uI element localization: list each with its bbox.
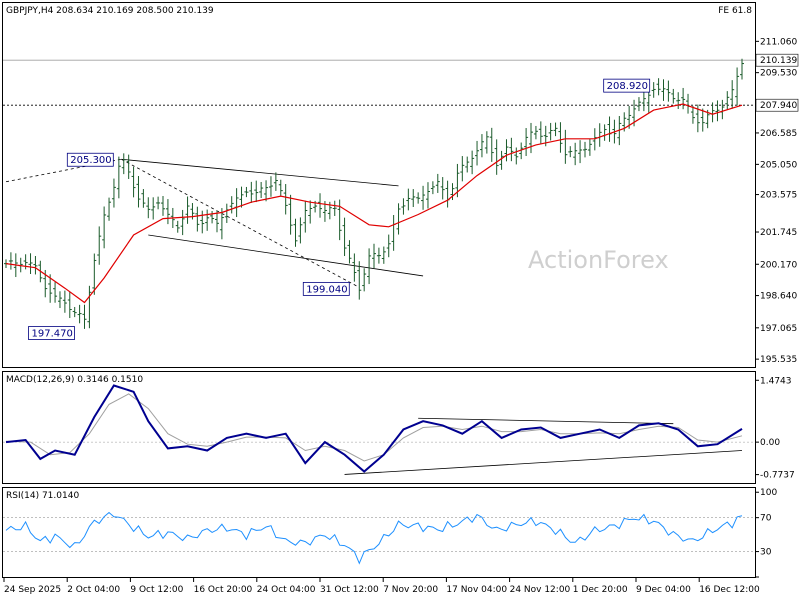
price-tag-label: 210.139 xyxy=(760,56,797,66)
price-trendline xyxy=(148,234,424,277)
price-panel-info: GBPJPY,H4 208.634 210.169 208.500 210.13… xyxy=(6,6,214,16)
x-tick-label: 9 Oct 12:00 xyxy=(130,585,183,595)
price-tick-label: 197.065 xyxy=(760,324,797,334)
panel-borders xyxy=(2,2,756,578)
x-tick-label: 16 Dec 12:00 xyxy=(699,585,760,595)
rsi-line xyxy=(5,511,743,565)
price-layer: 211.060209.530208.060206.585205.050203.5… xyxy=(3,37,799,365)
rsi-tick-label: 100 xyxy=(760,488,777,498)
price-tag-box xyxy=(755,98,799,112)
rsi-tick-label: 30 xyxy=(760,548,772,558)
x-tick-label: 24 Sep 2025 xyxy=(4,585,61,595)
price-tick-label: 206.585 xyxy=(760,129,797,139)
price-tag-label: 207.940 xyxy=(760,101,797,111)
macd-trendline xyxy=(418,417,674,425)
x-axis: 24 Sep 2025 2 Oct 04:00 9 Oct 12:00 16 Oct … xyxy=(3,578,760,595)
price-callout-box xyxy=(603,78,651,93)
price-tick-label: 200.170 xyxy=(760,260,797,270)
price-tick-label: 211.060 xyxy=(760,37,797,47)
price-trendline xyxy=(121,158,399,187)
macd-panel-info: MACD(12,26,9) 0.3146 0.1510 xyxy=(6,375,143,385)
price-callout-label: 205.300 xyxy=(70,155,111,166)
price-callout-box xyxy=(302,281,350,296)
macd-layer: 1.4743 0.00 -0.7737 xyxy=(3,376,795,481)
x-tick-label: 9 Dec 04:00 xyxy=(636,585,691,595)
price-callout-box xyxy=(66,152,114,167)
price-callout-label: 197.470 xyxy=(32,329,73,340)
x-tick-label: 31 Oct 12:00 xyxy=(320,585,379,595)
x-tick-label: 17 Nov 04:00 xyxy=(446,585,507,595)
price-callout-label: 199.040 xyxy=(306,284,347,295)
watermark: ActionForex xyxy=(528,246,669,274)
x-tick-label: 1 Dec 20:00 xyxy=(573,585,628,595)
price-tick-label: 209.530 xyxy=(760,69,797,79)
price-tick-label: 198.640 xyxy=(760,292,797,302)
x-tick-label: 16 Oct 20:00 xyxy=(194,585,253,595)
rsi-layer: 100 70 30 xyxy=(3,488,777,578)
rsi-tick-label: 70 xyxy=(760,514,772,524)
macd-trendline xyxy=(344,450,743,475)
macd-panel-frame xyxy=(2,371,756,484)
price-tick-label: 201.745 xyxy=(760,228,797,238)
x-tick-label: 24 Oct 04:00 xyxy=(257,585,316,595)
price-tag-box xyxy=(755,53,799,67)
macd-tick-label: 1.4743 xyxy=(760,376,792,386)
x-tick-label: 2 Oct 04:00 xyxy=(67,585,120,595)
price-panel-frame xyxy=(2,2,756,368)
macd-tick-label: -0.7737 xyxy=(760,471,795,481)
price-tick-label: 203.575 xyxy=(760,191,797,201)
price-tick-label: 205.050 xyxy=(760,160,797,170)
macd-line xyxy=(5,384,743,473)
macd-tick-label: 0.00 xyxy=(760,438,780,448)
price-tick-label: 195.535 xyxy=(760,355,797,365)
x-tick-label: 7 Nov 20:00 xyxy=(383,585,438,595)
moving-average-line xyxy=(5,103,743,304)
x-tick-label: 24 Nov 12:00 xyxy=(510,585,571,595)
rsi-panel-info: RSI(14) 71.0140 xyxy=(6,491,79,501)
price-callout-box xyxy=(28,326,75,340)
price-callout-label: 208.920 xyxy=(607,81,648,92)
macd-signal-line xyxy=(5,393,743,462)
rsi-panel-frame xyxy=(2,487,756,578)
price-panel-corner: FE 61.8 xyxy=(718,6,752,16)
